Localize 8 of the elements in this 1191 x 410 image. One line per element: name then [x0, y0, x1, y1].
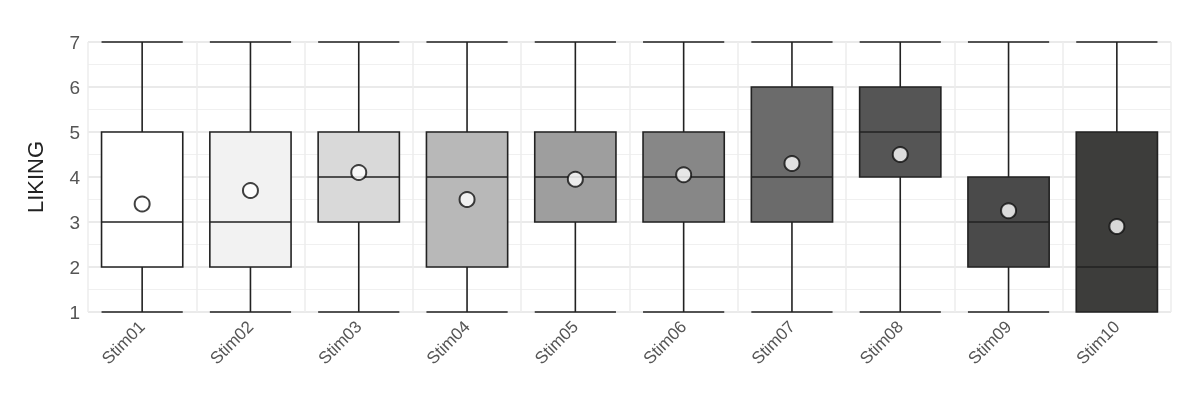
y-tick-label: 3	[69, 211, 80, 233]
y-tick-label: 2	[69, 256, 80, 278]
y-tick-label: 6	[69, 76, 80, 98]
y-tick-label: 4	[69, 166, 81, 188]
y-tick-label: 5	[69, 121, 80, 143]
y-axis-title: LIKING	[22, 140, 48, 214]
y-tick-label: 1	[69, 301, 80, 323]
y-tick-label: 7	[69, 31, 80, 53]
